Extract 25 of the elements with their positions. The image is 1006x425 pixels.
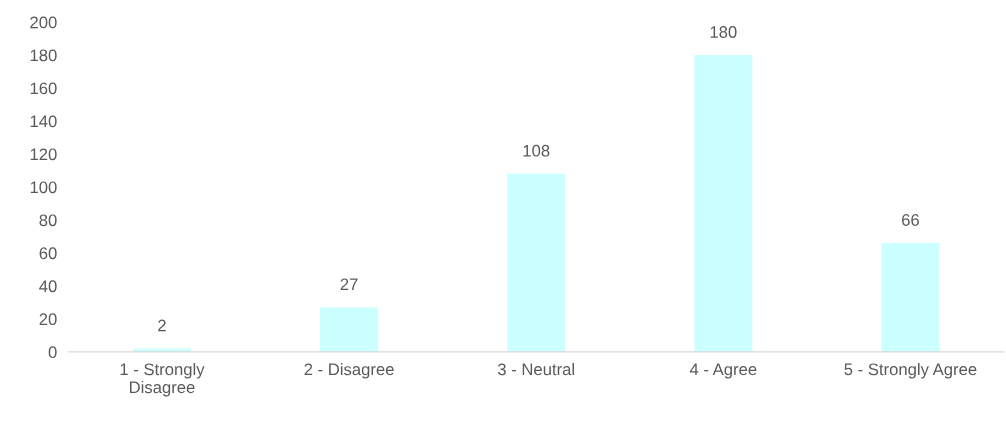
bar: [320, 307, 379, 352]
x-tick-label: 1 - Strongly Disagree: [120, 363, 205, 397]
y-tick-label: 20: [39, 313, 57, 326]
y-tick-label: 180: [30, 49, 57, 62]
data-label: 2: [158, 319, 166, 332]
y-tick-label: 200: [30, 16, 57, 29]
x-tick-label: 3 - Neutral: [497, 363, 574, 376]
data-label: 108: [523, 144, 550, 157]
x-tick-label: 5 - Strongly Agree: [844, 363, 977, 379]
y-tick-label: 0: [48, 346, 57, 359]
data-label: 180: [710, 26, 737, 38]
bar: [881, 243, 940, 352]
data-label: 27: [340, 278, 358, 291]
y-tick-label: 140: [30, 115, 57, 128]
y-tick-label: 40: [39, 280, 57, 293]
y-tick-label: 120: [30, 148, 57, 161]
x-tick-label: 2 - Disagree: [304, 363, 394, 379]
y-tick-label: 60: [39, 247, 57, 260]
data-label: 66: [902, 214, 919, 226]
bar: [507, 173, 566, 352]
x-tick-label: 4 - Agree: [689, 363, 757, 379]
bar: [694, 55, 753, 352]
y-tick-label: 80: [39, 214, 57, 227]
y-tick-label: 100: [30, 181, 57, 194]
y-tick-label: 160: [30, 82, 57, 95]
